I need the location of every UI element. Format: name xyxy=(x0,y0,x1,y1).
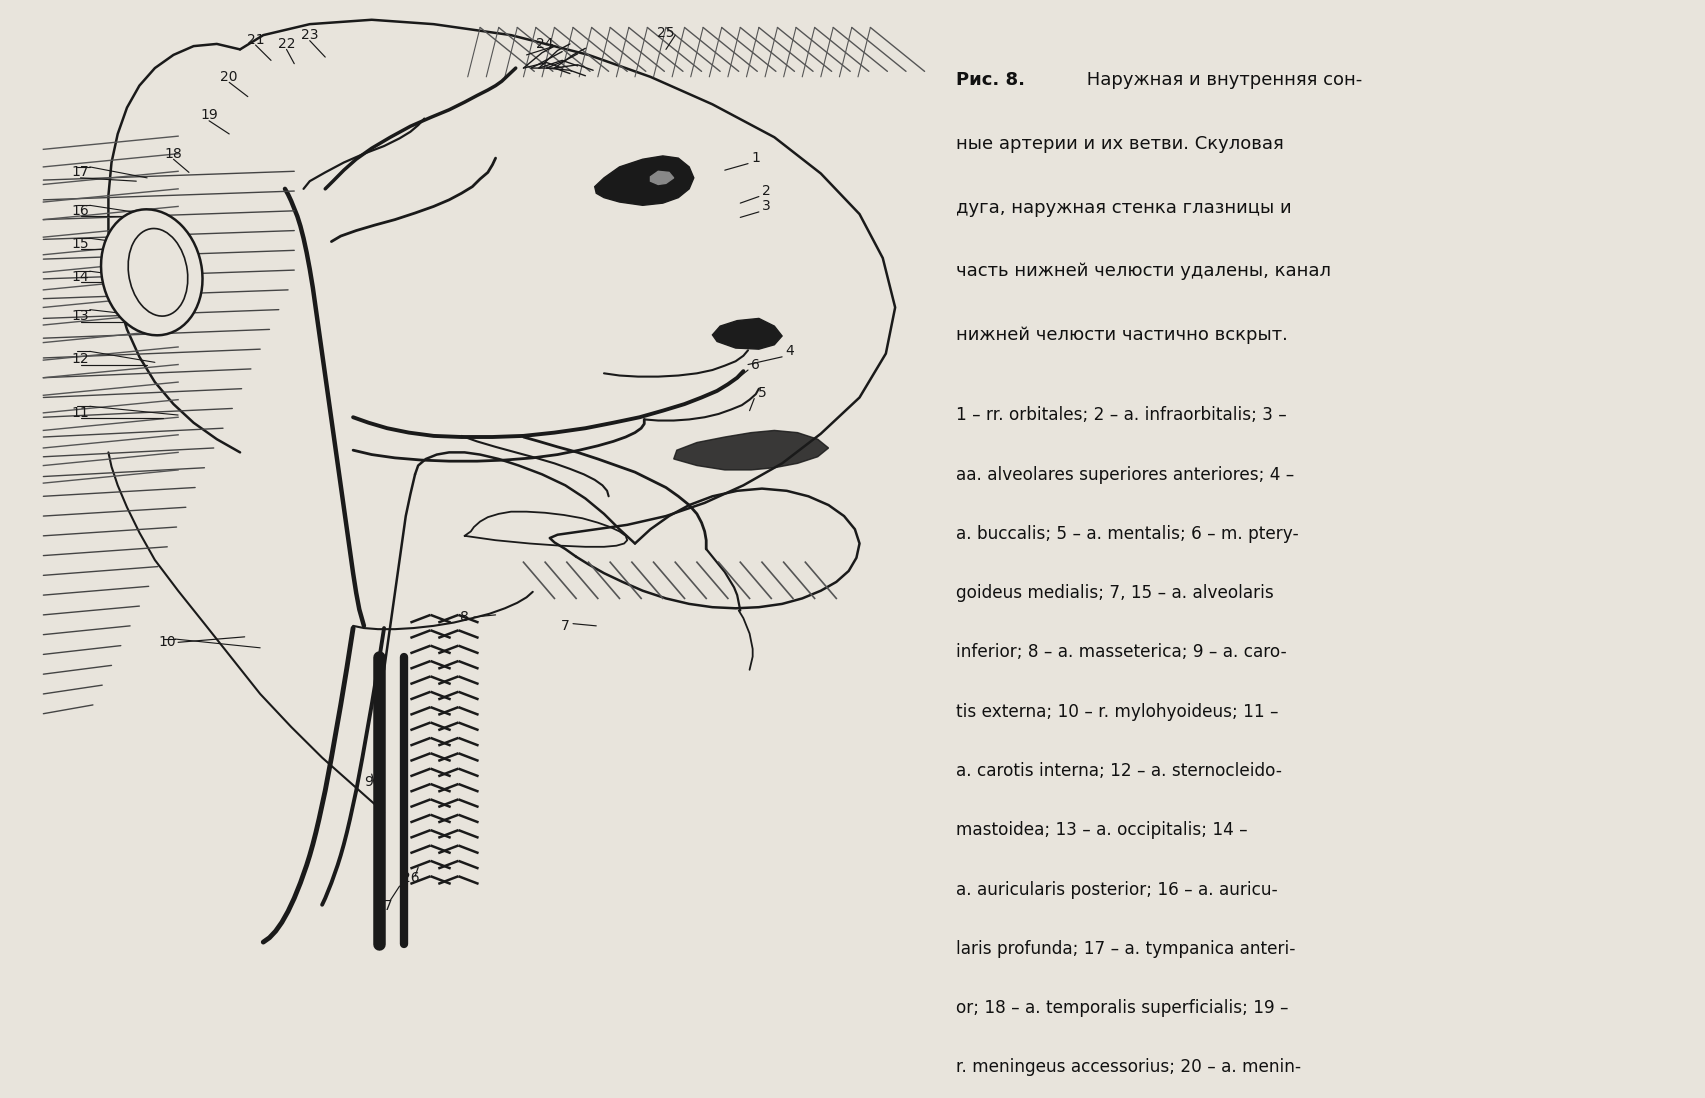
Text: a. buccalis; 5 – a. mentalis; 6 – m. ptery-: a. buccalis; 5 – a. mentalis; 6 – m. pte… xyxy=(957,525,1299,542)
Text: a. auricularis posterior; 16 – a. auricu-: a. auricularis posterior; 16 – a. auricu… xyxy=(957,881,1279,898)
Text: 12: 12 xyxy=(72,352,89,366)
Text: 21: 21 xyxy=(247,33,264,46)
Text: 4: 4 xyxy=(786,345,795,358)
Polygon shape xyxy=(595,156,694,205)
Text: inferior; 8 – a. masseterica; 9 – a. caro-: inferior; 8 – a. masseterica; 9 – a. car… xyxy=(957,643,1287,661)
Polygon shape xyxy=(713,318,783,349)
Text: 19: 19 xyxy=(199,109,218,122)
Text: 11: 11 xyxy=(72,406,89,419)
Text: 1 – rr. orbitales; 2 – a. infraorbitalis; 3 –: 1 – rr. orbitales; 2 – a. infraorbitalis… xyxy=(957,406,1287,424)
Text: goideus medialis; 7, 15 – a. alveolaris: goideus medialis; 7, 15 – a. alveolaris xyxy=(957,584,1274,602)
Text: 2: 2 xyxy=(762,184,771,198)
Text: Рис. 8.: Рис. 8. xyxy=(957,71,1025,89)
Text: 8: 8 xyxy=(460,610,469,624)
Text: 15: 15 xyxy=(72,237,89,250)
Text: 22: 22 xyxy=(278,37,295,51)
Text: нижней челюсти частично вскрыт.: нижней челюсти частично вскрыт. xyxy=(957,326,1289,344)
Text: 9: 9 xyxy=(365,775,373,788)
Text: часть нижней челюсти удалены, канал: часть нижней челюсти удалены, канал xyxy=(957,262,1332,280)
Text: 23: 23 xyxy=(302,29,319,42)
Text: 24: 24 xyxy=(537,37,554,51)
Text: r. meningeus accessorius; 20 – a. menin-: r. meningeus accessorius; 20 – a. menin- xyxy=(957,1058,1301,1076)
Polygon shape xyxy=(651,171,673,184)
Text: aa. alveolares superiores anteriores; 4 –: aa. alveolares superiores anteriores; 4 … xyxy=(957,466,1294,483)
Text: Наружная и внутренняя сон-: Наружная и внутренняя сон- xyxy=(1081,71,1362,89)
Text: дуга, наружная стенка глазницы и: дуга, наружная стенка глазницы и xyxy=(957,199,1292,216)
Text: 10: 10 xyxy=(159,636,176,649)
Text: 17: 17 xyxy=(72,166,89,179)
Text: 26: 26 xyxy=(402,872,419,885)
Text: mastoidea; 13 – a. occipitalis; 14 –: mastoidea; 13 – a. occipitalis; 14 – xyxy=(957,821,1248,839)
Text: 1: 1 xyxy=(752,152,760,165)
Text: ные артерии и их ветви. Скуловая: ные артерии и их ветви. Скуловая xyxy=(957,135,1284,153)
Text: 3: 3 xyxy=(762,200,771,213)
Text: 5: 5 xyxy=(757,386,766,400)
Text: a. carotis interna; 12 – a. sternocleido-: a. carotis interna; 12 – a. sternocleido… xyxy=(957,762,1282,780)
Text: 6: 6 xyxy=(752,358,760,371)
Ellipse shape xyxy=(101,210,203,335)
Text: 27: 27 xyxy=(375,899,392,912)
Text: 25: 25 xyxy=(656,26,675,40)
Text: 7: 7 xyxy=(561,619,569,632)
Text: 20: 20 xyxy=(220,70,239,83)
Polygon shape xyxy=(673,430,829,470)
Text: or; 18 – a. temporalis superficialis; 19 –: or; 18 – a. temporalis superficialis; 19… xyxy=(957,999,1289,1017)
Text: 13: 13 xyxy=(72,310,89,323)
Text: tis externa; 10 – r. mylohyoideus; 11 –: tis externa; 10 – r. mylohyoideus; 11 – xyxy=(957,703,1279,720)
Text: 18: 18 xyxy=(165,147,182,160)
Text: laris profunda; 17 – a. tympanica anteri-: laris profunda; 17 – a. tympanica anteri… xyxy=(957,940,1296,957)
Text: 16: 16 xyxy=(72,204,89,217)
Text: 14: 14 xyxy=(72,270,89,283)
